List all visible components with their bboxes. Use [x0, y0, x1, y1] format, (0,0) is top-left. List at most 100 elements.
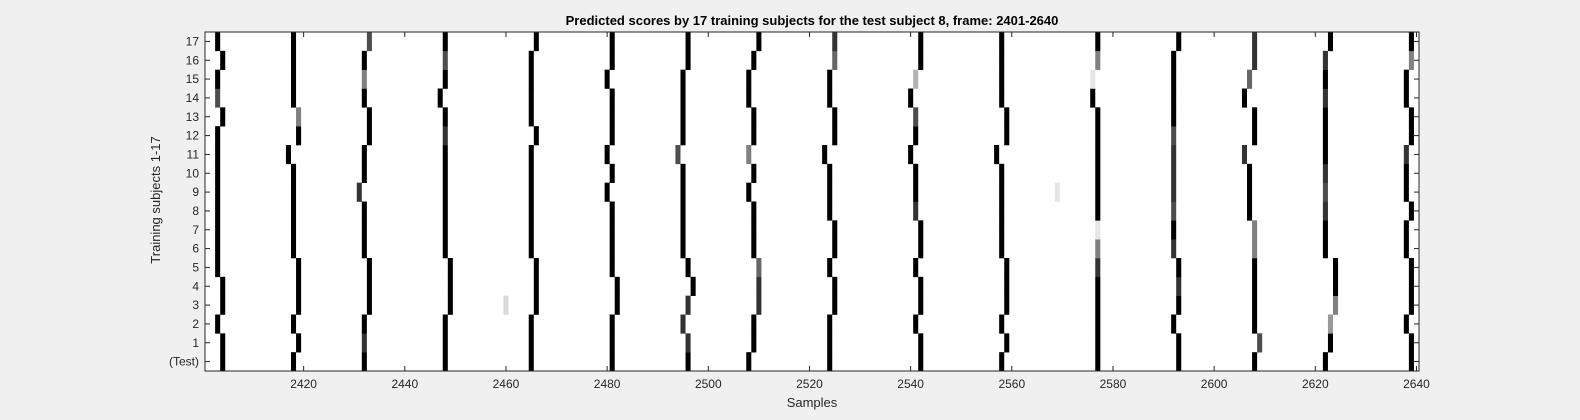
heatmap-cell: [827, 88, 833, 108]
heatmap-cell: [1252, 239, 1258, 259]
heatmap-cell: [290, 352, 297, 372]
heatmap-cell: [361, 314, 367, 334]
heatmap-cell: [361, 239, 367, 259]
heatmap-cell: [1004, 126, 1010, 146]
heatmap-cell: [361, 145, 367, 165]
heatmap-cell: [1171, 239, 1177, 259]
heatmap-cell: [1408, 32, 1414, 52]
heatmap-cell: [1095, 239, 1101, 259]
x-tick-label: 2500: [695, 377, 722, 391]
heatmap-cell: [290, 32, 297, 52]
heatmap-cell: [913, 182, 919, 202]
heatmap-cell: [220, 107, 226, 127]
heatmap-cell: [999, 201, 1005, 221]
heatmap-cell: [290, 201, 297, 221]
heatmap-cell: [1252, 295, 1258, 315]
heatmap-cell: [1241, 88, 1248, 108]
heatmap-cell: [533, 258, 539, 278]
heatmap-cell: [918, 295, 924, 315]
heatmap-cell: [296, 126, 302, 146]
heatmap-cell: [442, 352, 448, 372]
heatmap-cell: [1095, 333, 1101, 353]
heatmap-cell: [1322, 69, 1328, 89]
heatmap-cell: [614, 295, 620, 315]
heatmap-cell: [290, 220, 297, 240]
heatmap-cell: [918, 333, 924, 353]
heatmap-cell: [918, 220, 924, 240]
heatmap-cell: [1322, 201, 1328, 221]
heatmap-cell: [528, 239, 534, 259]
heatmap-cell: [1322, 239, 1328, 259]
heatmap-cell: [442, 182, 448, 202]
heatmap-cell: [296, 107, 302, 127]
heatmap-cell: [1403, 239, 1409, 259]
heatmap-cell: [1095, 107, 1101, 127]
heatmap-cell: [1403, 220, 1409, 240]
heatmap-cell: [999, 182, 1005, 202]
heatmap-cell: [751, 220, 757, 240]
heatmap-cell: [1176, 352, 1182, 372]
heatmap-cell: [1095, 276, 1101, 296]
heatmap-cell: [609, 32, 615, 52]
x-tick-label: 2640: [1403, 377, 1430, 391]
heatmap-cell: [296, 295, 302, 315]
y-tick-label: (Test): [169, 355, 199, 369]
heatmap-cell: [999, 50, 1005, 70]
heatmap-cell: [746, 88, 752, 108]
heatmap-cell: [528, 88, 534, 108]
heatmap-cell: [609, 88, 615, 108]
heatmap-cell: [746, 69, 752, 89]
heatmap-cell: [528, 201, 534, 221]
heatmap-cell: [1408, 50, 1414, 70]
heatmap-cell: [918, 239, 924, 259]
y-tick-label: 5: [192, 260, 199, 274]
heatmap-cell: [361, 163, 367, 183]
y-tick-label: 8: [192, 204, 199, 218]
heatmap-cell: [827, 352, 833, 372]
heatmap-cell: [220, 276, 226, 296]
heatmap-cell: [609, 352, 615, 372]
x-tick-label: 2580: [1100, 377, 1127, 391]
heatmap-cell: [366, 107, 372, 127]
heatmap-cell: [1004, 333, 1010, 353]
heatmap-cell: [1247, 163, 1253, 183]
heatmap-cell: [220, 352, 226, 372]
heatmap-cell: [528, 220, 534, 240]
heatmap-cell: [1004, 107, 1010, 127]
y-tick-label: 2: [192, 317, 199, 331]
y-axis-label: Training subjects 1-17: [148, 136, 163, 263]
heatmap-cell: [290, 239, 297, 259]
heatmap-cell: [533, 32, 539, 52]
heatmap-cell: [220, 333, 226, 353]
heatmap-cell: [609, 50, 615, 70]
heatmap-cell: [1095, 201, 1101, 221]
heatmap-cell: [1322, 163, 1328, 183]
heatmap-cell: [680, 107, 686, 127]
heatmap-cell: [533, 126, 539, 146]
heatmap-cell: [751, 239, 757, 259]
heatmap-cell: [680, 88, 686, 108]
heatmap-cell: [442, 69, 448, 89]
heatmap-cell: [680, 69, 686, 89]
heatmap-cell: [832, 276, 838, 296]
y-tick-label: 6: [192, 242, 199, 256]
heatmap-cell: [1252, 276, 1258, 296]
heatmap-cell: [528, 163, 534, 183]
x-axis-ticks: 2420 2440 2460 2480 2500 2520 2540 2560 2580 2600…: [290, 32, 1430, 391]
heatmap-cell: [1095, 352, 1101, 372]
heatmap-cell: [999, 88, 1005, 108]
x-tick-label: 2540: [897, 377, 924, 391]
heatmap-cell: [361, 201, 367, 221]
heatmap-cell: [680, 314, 686, 334]
heatmap-cell: [1327, 32, 1334, 52]
heatmap-cell: [999, 220, 1005, 240]
heatmap-cell: [366, 126, 372, 146]
heatmap-cell: [1171, 88, 1177, 108]
heatmap-cell: [1247, 201, 1253, 221]
heatmap-cell: [918, 276, 924, 296]
heatmap-cell: [609, 220, 615, 240]
heatmap-cell: [528, 314, 534, 334]
heatmap-cell: [1171, 201, 1177, 221]
